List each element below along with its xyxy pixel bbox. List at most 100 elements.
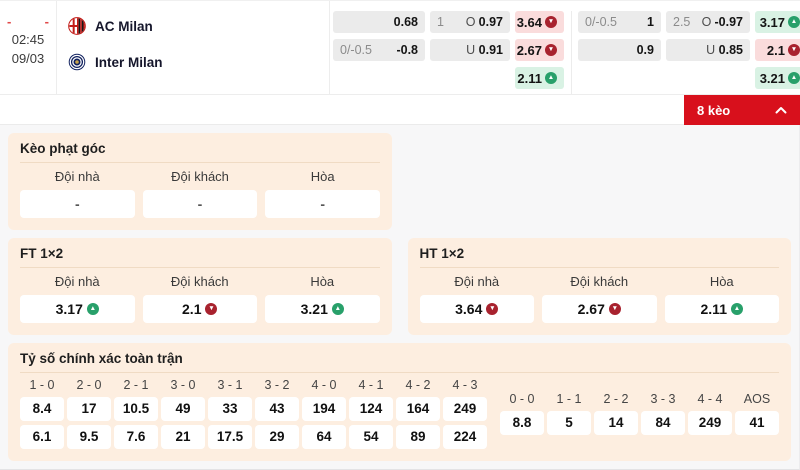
empty-cell: [666, 67, 750, 89]
score-odds-cell[interactable]: 5: [547, 411, 591, 435]
header-away: Đội khách: [171, 169, 229, 184]
g1-1x2-draw-cell[interactable]: 2.11 ▲: [515, 67, 564, 89]
odds-value: 0.85: [718, 43, 743, 57]
corner-panel-title: Kèo phạt góc: [20, 141, 380, 163]
score-label: 4 - 0: [311, 378, 337, 392]
score-odds-cell[interactable]: 21: [161, 425, 205, 449]
score-odds-cell[interactable]: 249: [443, 397, 487, 421]
home-team-row[interactable]: AC Milan: [68, 8, 329, 44]
score-odds-cell[interactable]: 54: [349, 425, 393, 449]
away-team-name: Inter Milan: [95, 54, 163, 70]
score-odds-cell[interactable]: 194: [302, 397, 346, 421]
expanded-odds-section: Kèo phạt góc Đội nhà Đội khách Hòa - - -…: [0, 125, 800, 470]
odds-value: 3.21: [300, 301, 328, 317]
ht-draw-odds-cell[interactable]: 2.11 ▲: [664, 295, 779, 323]
score-odds-cell[interactable]: 17.5: [208, 425, 252, 449]
score-odds-cell[interactable]: 9.5: [67, 425, 111, 449]
score-odds-cell[interactable]: 89: [396, 425, 440, 449]
g2-handicap-away-cell[interactable]: 0.9: [578, 39, 661, 61]
under-label: U: [706, 43, 716, 57]
keo-count-bar: 8 kèo: [0, 95, 800, 125]
odds-value: 0.91: [478, 43, 503, 57]
header-away: Đội khách: [570, 274, 629, 289]
g2-1x2-draw-cell[interactable]: 3.21 ▲: [755, 67, 800, 89]
g2-under-cell[interactable]: U 0.85: [666, 39, 750, 61]
ht-away-odds-cell[interactable]: 2.67 ▼: [542, 295, 657, 323]
ft-away-odds-cell[interactable]: 2.1 ▼: [142, 295, 257, 323]
over-label: O: [701, 15, 712, 29]
g1-handicap-home-cell[interactable]: 0.68: [333, 11, 425, 33]
score-odds-cell[interactable]: 17: [67, 397, 111, 421]
ft-home-odds-cell[interactable]: 3.17 ▲: [20, 295, 135, 323]
score-odds-cell[interactable]: 29: [255, 425, 299, 449]
score-label: 4 - 4: [697, 392, 723, 406]
score-odds-cell[interactable]: 164: [396, 397, 440, 421]
teams-column[interactable]: AC Milan Inter Milan: [57, 1, 330, 94]
score-odds-cell[interactable]: 10.5: [114, 397, 158, 421]
odds-value: 2.67: [577, 301, 605, 317]
trend-down-icon: ▼: [608, 303, 621, 315]
g2-over-cell[interactable]: 2.5 O -0.97: [666, 11, 750, 33]
handicap-line: 0/-0.5: [340, 43, 372, 57]
away-team-row[interactable]: Inter Milan: [68, 44, 329, 80]
odds-value: 2.11: [700, 301, 727, 317]
score-odds-cell[interactable]: 224: [443, 425, 487, 449]
trend-up-icon: ▲: [788, 16, 800, 28]
score-label: 2 - 1: [123, 378, 149, 392]
keo-count-toggle-button[interactable]: 8 kèo: [684, 95, 800, 125]
score-label: 3 - 3: [650, 392, 676, 406]
score-label: 3 - 2: [264, 378, 290, 392]
corner-away-cell[interactable]: -: [142, 190, 258, 218]
corner-draw-cell[interactable]: -: [265, 190, 381, 218]
score-odds-cell[interactable]: 33: [208, 397, 252, 421]
ft-draw-odds-cell[interactable]: 3.21 ▲: [265, 295, 380, 323]
odds-value: 2.1: [182, 301, 202, 317]
header-draw: Hòa: [310, 169, 335, 184]
g1-1x2-away-cell[interactable]: 2.67 ▼: [515, 39, 564, 61]
g2-1x2-home-cell[interactable]: 3.17 ▲: [755, 11, 800, 33]
match-header: - - 02:45 09/03: [0, 1, 800, 95]
odds-value: -0.8: [396, 43, 418, 57]
g2-handicap-home-cell[interactable]: 0/-0.5 1: [578, 11, 661, 33]
g1-over-cell[interactable]: 1 O 0.97: [430, 11, 510, 33]
trend-down-icon: ▼: [486, 303, 499, 315]
match-time-column: - - 02:45 09/03: [0, 1, 57, 94]
ht-panel-title: HT 1×2: [419, 246, 779, 268]
over-label: O: [465, 15, 476, 29]
inter-milan-logo-icon: [68, 53, 86, 71]
score-odds-cell[interactable]: 14: [594, 411, 638, 435]
score-odds-cell[interactable]: 249: [688, 411, 732, 435]
ac-milan-logo-icon: [68, 17, 86, 35]
score-odds-cell[interactable]: 8.4: [20, 397, 64, 421]
trend-down-icon: ▼: [545, 16, 557, 28]
score-odds-cell[interactable]: 6.1: [20, 425, 64, 449]
odds-value: 2.11: [517, 70, 542, 86]
score-odds-cell[interactable]: 8.8: [500, 411, 544, 435]
score-label: 4 - 3: [452, 378, 478, 392]
score-odds-cell[interactable]: 43: [255, 397, 299, 421]
score-odds-cell[interactable]: 64: [302, 425, 346, 449]
trend-up-icon: ▲: [545, 72, 557, 84]
score-odds-cell[interactable]: 7.6: [114, 425, 158, 449]
score-odds-cell[interactable]: 41: [735, 411, 779, 435]
g1-handicap-away-cell[interactable]: 0/-0.5 -0.8: [333, 39, 425, 61]
trend-down-icon: ▼: [205, 303, 218, 315]
ft-1x2-panel: FT 1×2 Đội nhà Đội khách Hòa 3.17 ▲ 2.1 …: [8, 238, 392, 335]
corner-home-cell[interactable]: -: [20, 190, 135, 218]
score-grid: 1 - 0 2 - 0 2 - 1 3 - 0 3 - 1 3 - 2 4 - …: [20, 378, 487, 449]
ht-home-odds-cell[interactable]: 3.64 ▼: [419, 295, 534, 323]
trend-up-icon: ▲: [86, 303, 99, 315]
odds-value: -0.97: [714, 15, 744, 29]
keo-count-label: 8 kèo: [697, 102, 731, 118]
trend-up-icon: ▲: [730, 303, 743, 315]
score-odds-cell[interactable]: 84: [641, 411, 685, 435]
g1-under-cell[interactable]: U 0.91: [430, 39, 510, 61]
odds-value: 2.1: [766, 42, 785, 58]
score-odds-cell[interactable]: 124: [349, 397, 393, 421]
score-odds-cell[interactable]: 49: [161, 397, 205, 421]
empty-cell: [578, 67, 661, 89]
g2-1x2-away-cell[interactable]: 2.1 ▼: [755, 39, 800, 61]
g1-1x2-home-cell[interactable]: 3.64 ▼: [515, 11, 564, 33]
chevron-up-icon: [775, 106, 787, 114]
score-label: 4 - 2: [405, 378, 431, 392]
